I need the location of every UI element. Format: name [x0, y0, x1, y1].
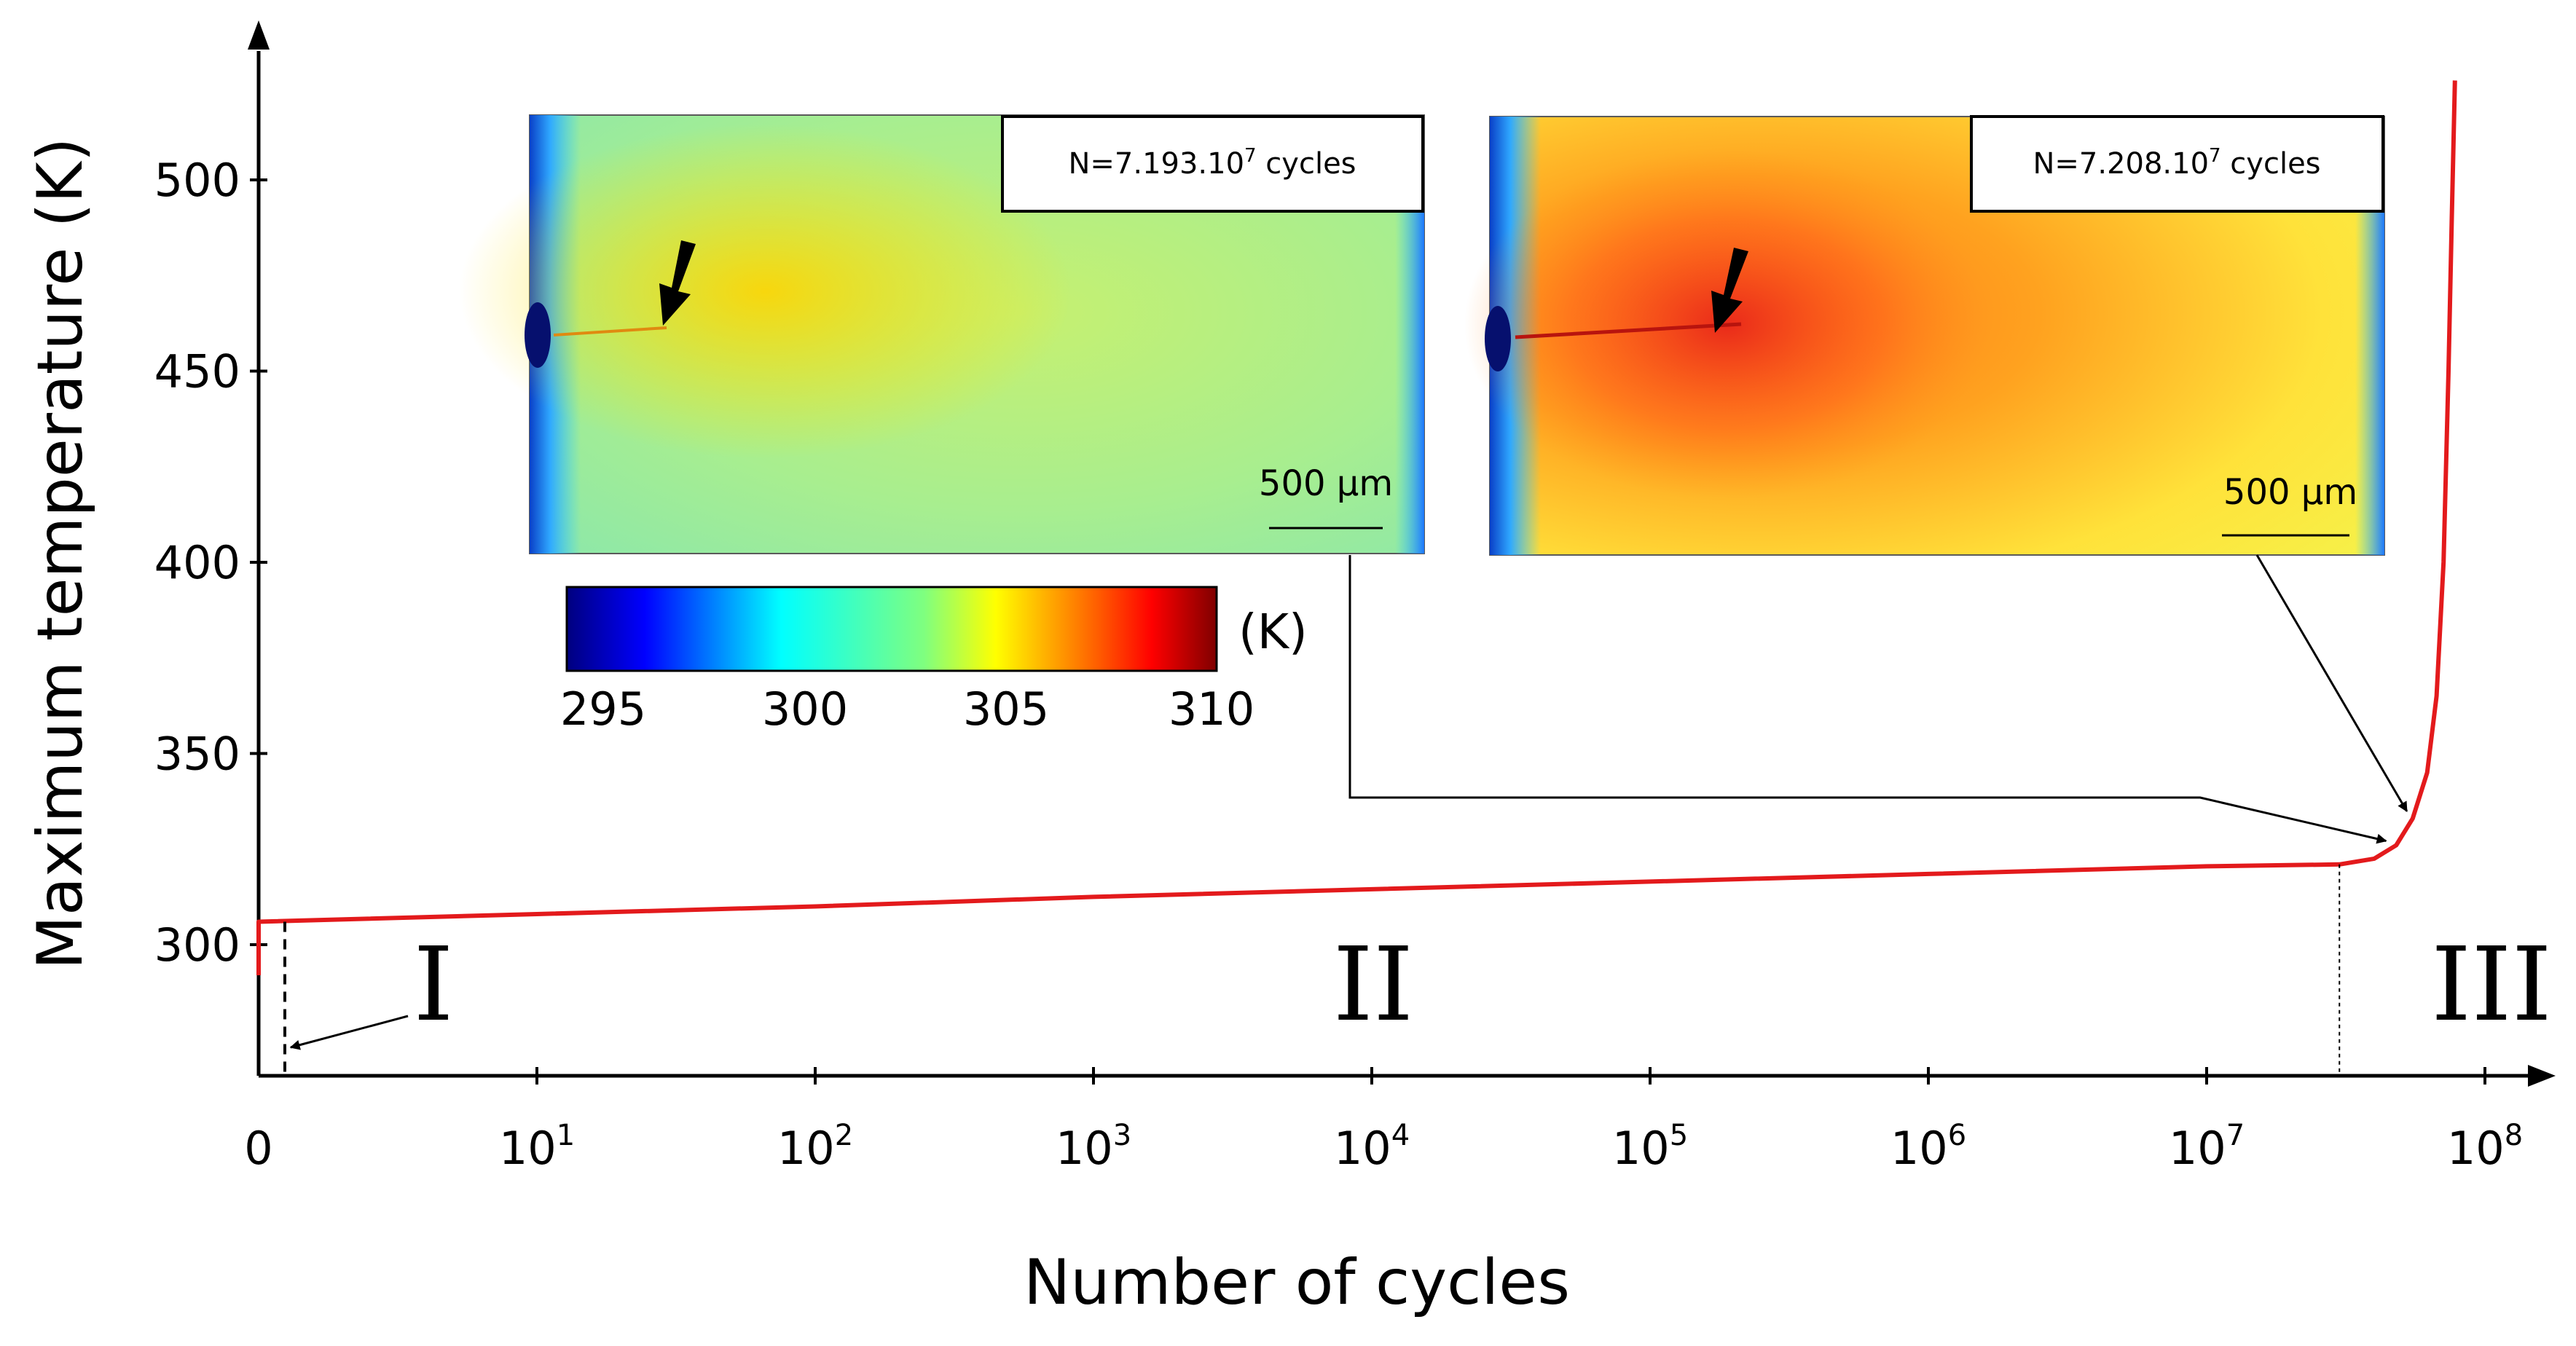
inset-a-crack: [553, 326, 667, 336]
y-tick-label-300: 300: [154, 918, 240, 972]
colorbar-tick-300: 300: [762, 682, 848, 736]
x-axis-label: Number of cycles: [1024, 1246, 1570, 1319]
x-tick-label-8: 108: [2447, 1119, 2523, 1175]
inset-a-label: N=7.193.107 cycles: [1068, 145, 1356, 181]
inset-a-scale-label: 500 µm: [1259, 463, 1393, 504]
inset-b-notch: [1485, 306, 1511, 371]
inset-a-leader: [1348, 555, 2387, 844]
phase-annotations: I II III: [283, 864, 2552, 1076]
y-tick-label-400: 400: [154, 536, 240, 589]
x-axis-arrowhead: [2528, 1065, 2556, 1087]
colorbar-tick-295: 295: [560, 682, 646, 736]
axis-ticks: 0 101 102 103 104 105 106 107 108 300 350 400 450 500: [154, 154, 2524, 1175]
phase-i-pointer: [289, 1015, 409, 1050]
inset-a-hot-region: [459, 124, 1071, 459]
colorbar: (K) 295 300 305 310: [560, 586, 1308, 736]
x-tick-label-0: 0: [244, 1122, 272, 1175]
colorbar-gradient: [565, 586, 1218, 672]
y-tick-label-450: 450: [154, 345, 240, 398]
phase-label-ii: II: [1333, 926, 1414, 1044]
inset-a-label-box: [1001, 115, 1424, 213]
thermal-inset-a: N=7.193.107 cycles 500 µm: [459, 114, 1425, 554]
colorbar-unit: (K): [1238, 604, 1308, 660]
inset-leader-lines: [1348, 554, 2408, 844]
y-tick-label-500: 500: [154, 154, 240, 207]
x-tick-label-5: 105: [1612, 1119, 1688, 1175]
thermal-inset-b: N=7.208.107 cycles 500 µm: [1464, 115, 2385, 556]
inset-a-arrow: [659, 240, 696, 326]
x-tick-label-7: 107: [2169, 1119, 2245, 1175]
colorbar-tick-305: 305: [963, 682, 1049, 736]
series-layer: [256, 80, 2457, 975]
x-tick-label-3: 103: [1056, 1119, 1131, 1175]
y-axis-label: Maximum temperature (K): [24, 138, 97, 969]
phase-label-i: I: [413, 926, 453, 1044]
series-line-0: [256, 80, 2457, 975]
inset-a-notch: [525, 302, 551, 368]
y-axis-arrowhead: [248, 20, 270, 50]
phase-label-iii: III: [2431, 926, 2552, 1044]
inset-b-scale-label: 500 µm: [2223, 472, 2357, 513]
inset-b-arrow: [1711, 248, 1748, 333]
x-tick-label-6: 106: [1890, 1119, 1966, 1175]
inset-b-label: N=7.208.107 cycles: [2033, 145, 2320, 181]
x-tick-label-2: 102: [777, 1119, 853, 1175]
inset-b-label-box: [1970, 115, 2384, 213]
y-tick-label-350: 350: [154, 728, 240, 781]
inset-b-crack: [1515, 322, 1742, 339]
inset-b-leader: [2255, 554, 2408, 813]
x-tick-label-1: 101: [499, 1119, 575, 1175]
x-tick-label-4: 104: [1334, 1119, 1410, 1175]
colorbar-tick-310: 310: [1169, 682, 1254, 736]
